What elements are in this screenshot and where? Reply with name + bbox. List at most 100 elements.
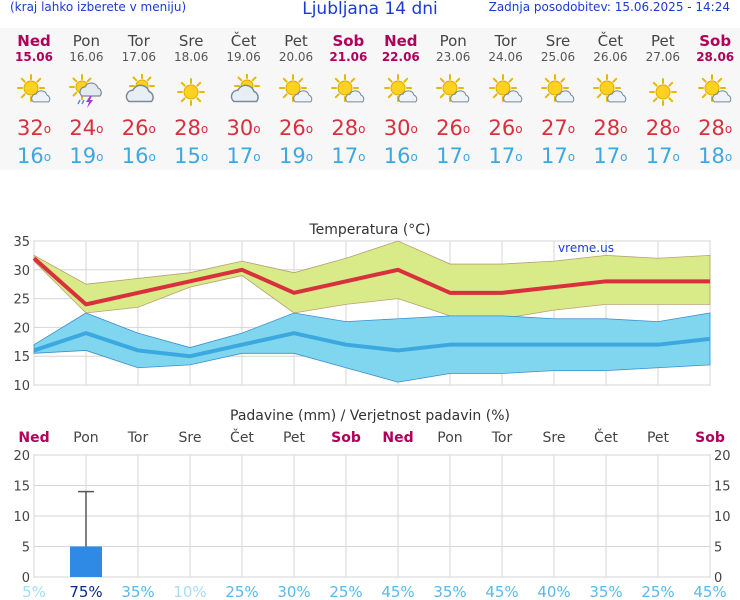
precipitation-y-tick-left: 10 bbox=[13, 510, 30, 525]
sun-cloud-icon bbox=[427, 74, 479, 110]
day-name: Sob bbox=[332, 32, 365, 50]
min-temperature: 17o bbox=[436, 144, 471, 168]
precipitation-probability: 45% bbox=[485, 583, 518, 600]
max-temperature: 30o bbox=[383, 116, 418, 140]
temperature-y-tick: 10 bbox=[13, 379, 30, 394]
precipitation-probability: 25% bbox=[329, 583, 362, 600]
temperature-y-tick: 20 bbox=[13, 321, 30, 336]
precipitation-probability: 35% bbox=[589, 583, 622, 600]
day-name: Čet bbox=[230, 32, 257, 50]
cloudy-sun-icon bbox=[113, 73, 165, 110]
temperature-y-tick: 25 bbox=[13, 293, 30, 308]
day-name: Sob bbox=[699, 32, 732, 50]
day-date: 22.06 bbox=[381, 50, 420, 64]
min-temperature: 19o bbox=[278, 144, 314, 168]
day-date: 15.06 bbox=[15, 50, 53, 64]
sun-cloud-icon bbox=[689, 74, 740, 110]
daily-forecast-strip: Ned 15.06 32o 16o Pon 16.06 24o 19o Tor 17.06 26o 1… bbox=[0, 28, 740, 170]
precipitation-day-label: Tor bbox=[491, 430, 513, 446]
day-name: Tor bbox=[127, 32, 150, 50]
precipitation-y-tick-left: 20 bbox=[13, 449, 30, 464]
max-temperature: 28o bbox=[645, 116, 680, 140]
location-hint: (kraj lahko izberete v meniju) bbox=[10, 0, 187, 14]
precipitation-probability: 35% bbox=[433, 583, 466, 600]
day-date: 21.06 bbox=[329, 50, 368, 64]
min-temperature: 15o bbox=[174, 144, 209, 168]
forecast-day: Sre 18.06 28o 15o bbox=[165, 28, 217, 170]
forecast-day: Sob 28.06 28o 18o bbox=[689, 28, 740, 170]
precipitation-day-label: Ned bbox=[18, 430, 49, 446]
max-temperature: 28o bbox=[331, 116, 366, 140]
max-temperature-range-band bbox=[33, 240, 711, 320]
precipitation-y-tick-right: 10 bbox=[714, 510, 731, 525]
day-date: 27.06 bbox=[645, 50, 680, 64]
precipitation-day-label: Čet bbox=[594, 428, 618, 446]
precipitation-y-tick-right: 5 bbox=[714, 541, 722, 556]
precipitation-bar bbox=[70, 546, 102, 577]
day-date: 17.06 bbox=[121, 50, 156, 64]
precipitation-day-label: Pet bbox=[283, 430, 306, 446]
precipitation-day-label: Sre bbox=[179, 430, 202, 446]
precipitation-day-label: Pet bbox=[647, 430, 670, 446]
sun-cloud-icon bbox=[375, 74, 427, 110]
max-temperature: 26o bbox=[121, 116, 156, 140]
min-temperature: 16o bbox=[16, 144, 52, 168]
precipitation-probability: 35% bbox=[121, 583, 154, 600]
precipitation-y-tick-right: 20 bbox=[714, 449, 731, 464]
temperature-chart-title: Temperatura (°C) bbox=[308, 222, 430, 238]
precipitation-probability: 30% bbox=[277, 583, 310, 600]
precipitation-day-label: Ned bbox=[382, 430, 413, 446]
precipitation-probability: 10% bbox=[173, 583, 206, 600]
sunny-icon bbox=[165, 74, 217, 110]
max-temperature: 32o bbox=[16, 116, 52, 140]
max-temperature: 26o bbox=[278, 116, 314, 140]
forecast-day: Ned 22.06 30o 16o bbox=[375, 28, 427, 170]
max-temperature: 27o bbox=[540, 116, 576, 140]
temperature-y-tick: 35 bbox=[13, 235, 30, 250]
forecast-day: Sre 25.06 27o 17o bbox=[532, 28, 584, 170]
forecast-day: Pet 27.06 28o 17o bbox=[637, 28, 689, 170]
precipitation-probability: 45% bbox=[693, 583, 726, 600]
max-temperature: 28o bbox=[593, 116, 628, 140]
precipitation-probability: 45% bbox=[381, 583, 414, 600]
forecast-day: Sob 21.06 28o 17o bbox=[322, 28, 374, 170]
precipitation-y-tick-left: 0 bbox=[22, 571, 30, 586]
precipitation-y-tick-left: 15 bbox=[13, 480, 30, 495]
sun-cloud-icon bbox=[270, 74, 322, 110]
sun-cloud-icon bbox=[322, 74, 374, 110]
precipitation-day-label: Pon bbox=[73, 430, 98, 446]
min-temperature-line bbox=[33, 331, 711, 359]
forecast-day: Pon 16.06 24o 19o bbox=[60, 28, 112, 170]
temperature-y-tick: 15 bbox=[13, 350, 30, 365]
page-title: Ljubljana 14 dni bbox=[302, 0, 438, 19]
precipitation-y-tick-right: 15 bbox=[714, 480, 731, 495]
precipitation-probability: 75% bbox=[69, 583, 102, 600]
max-temperature: 26o bbox=[436, 116, 471, 140]
day-name: Pet bbox=[284, 32, 308, 50]
sun-cloud-icon bbox=[480, 74, 532, 110]
min-temperature: 17o bbox=[645, 144, 680, 168]
min-temperature: 17o bbox=[488, 144, 523, 168]
day-date: 25.06 bbox=[540, 50, 576, 64]
min-temperature: 17o bbox=[226, 144, 261, 168]
day-name: Sre bbox=[178, 32, 204, 50]
thunderstorm-icon bbox=[60, 74, 112, 110]
precipitation-y-tick-right: 0 bbox=[714, 571, 722, 586]
max-temperature: 26o bbox=[488, 116, 523, 140]
max-temperature: 24o bbox=[69, 116, 104, 140]
max-temperature: 28o bbox=[174, 116, 209, 140]
day-date: 18.06 bbox=[174, 50, 209, 64]
sunny-icon bbox=[637, 74, 689, 110]
precipitation-probability: 40% bbox=[537, 583, 570, 600]
chart-watermark: vreme.us bbox=[558, 241, 614, 255]
forecast-day: Tor 17.06 26o 16o bbox=[113, 28, 165, 170]
day-date: 28.06 bbox=[696, 50, 735, 64]
day-name: Ned bbox=[384, 32, 418, 50]
day-name: Tor bbox=[494, 32, 517, 50]
min-temperature: 18o bbox=[698, 144, 733, 168]
forecast-day: Ned 15.06 32o 16o bbox=[8, 28, 60, 170]
sun-cloud-icon bbox=[8, 74, 60, 110]
min-temperature: 17o bbox=[540, 144, 576, 168]
max-temperature: 30o bbox=[226, 116, 261, 140]
